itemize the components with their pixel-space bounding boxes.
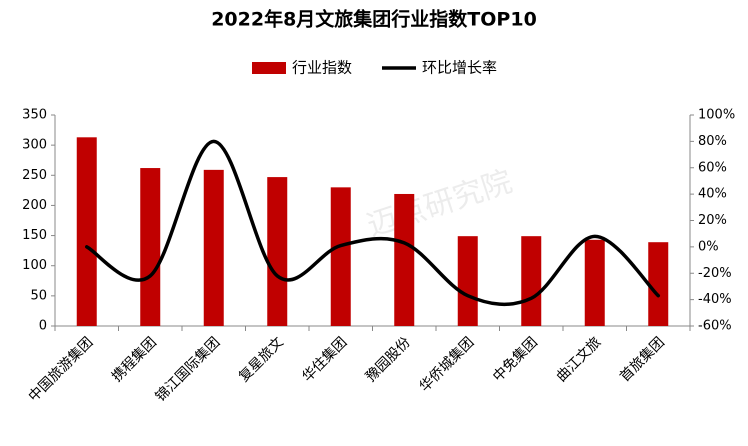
- line: [85, 139, 660, 307]
- x-tick-label: 复星旅文: [235, 334, 287, 386]
- y2-tick-label: -40%: [698, 292, 732, 307]
- bar: [648, 242, 669, 326]
- y-tick-label: 300: [22, 138, 47, 153]
- y2-tick-label: 60%: [698, 160, 727, 175]
- y-tick-label: 250: [22, 168, 47, 183]
- y2-tick-label: -60%: [698, 319, 732, 334]
- bar: [394, 193, 415, 326]
- bar: [584, 239, 605, 326]
- y2-tick-label: 20%: [698, 213, 727, 228]
- y-tick-label: 100: [22, 258, 47, 273]
- x-tick-label: 携程集团: [108, 334, 160, 386]
- y2-tick-label: 80%: [698, 134, 727, 149]
- x-tick-label: 首旅集团: [616, 334, 668, 386]
- y-tick-label: 350: [22, 108, 47, 123]
- legend-label: 环比增长率: [422, 59, 497, 77]
- bar: [521, 236, 542, 326]
- x-tick-label: 中免集团: [489, 334, 541, 386]
- bar: [330, 187, 351, 326]
- y-tick-label: 200: [22, 198, 47, 213]
- bar: [76, 137, 97, 326]
- watermark: 迈点研究院: [363, 164, 516, 244]
- x-tick-label: 中国旅游集团: [25, 334, 96, 405]
- bar: [203, 169, 224, 326]
- bar: [267, 177, 288, 326]
- bar: [140, 168, 161, 326]
- y2-tick-label: 40%: [698, 187, 727, 202]
- y-tick-label: 50: [30, 288, 47, 303]
- x-tick-label: 华侨城集团: [416, 334, 478, 396]
- x-tick-label: 曲江文旅: [553, 334, 604, 385]
- legend-label: 行业指数: [292, 59, 352, 77]
- x-tick-label: 锦江国际集团: [152, 334, 223, 405]
- y2-tick-label: -20%: [698, 266, 732, 281]
- x-tick-label: 豫园股份: [363, 334, 414, 385]
- legend-swatch: [252, 62, 286, 74]
- y-tick-label: 150: [22, 228, 47, 243]
- chart-title: 2022年8月文旅集团行业指数TOP10: [211, 8, 537, 31]
- x-tick-label: 华住集团: [299, 334, 351, 386]
- y2-tick-label: 0%: [698, 239, 719, 254]
- y-tick-label: 0: [39, 319, 47, 334]
- y2-tick-label: 100%: [698, 108, 735, 123]
- bar: [457, 236, 478, 326]
